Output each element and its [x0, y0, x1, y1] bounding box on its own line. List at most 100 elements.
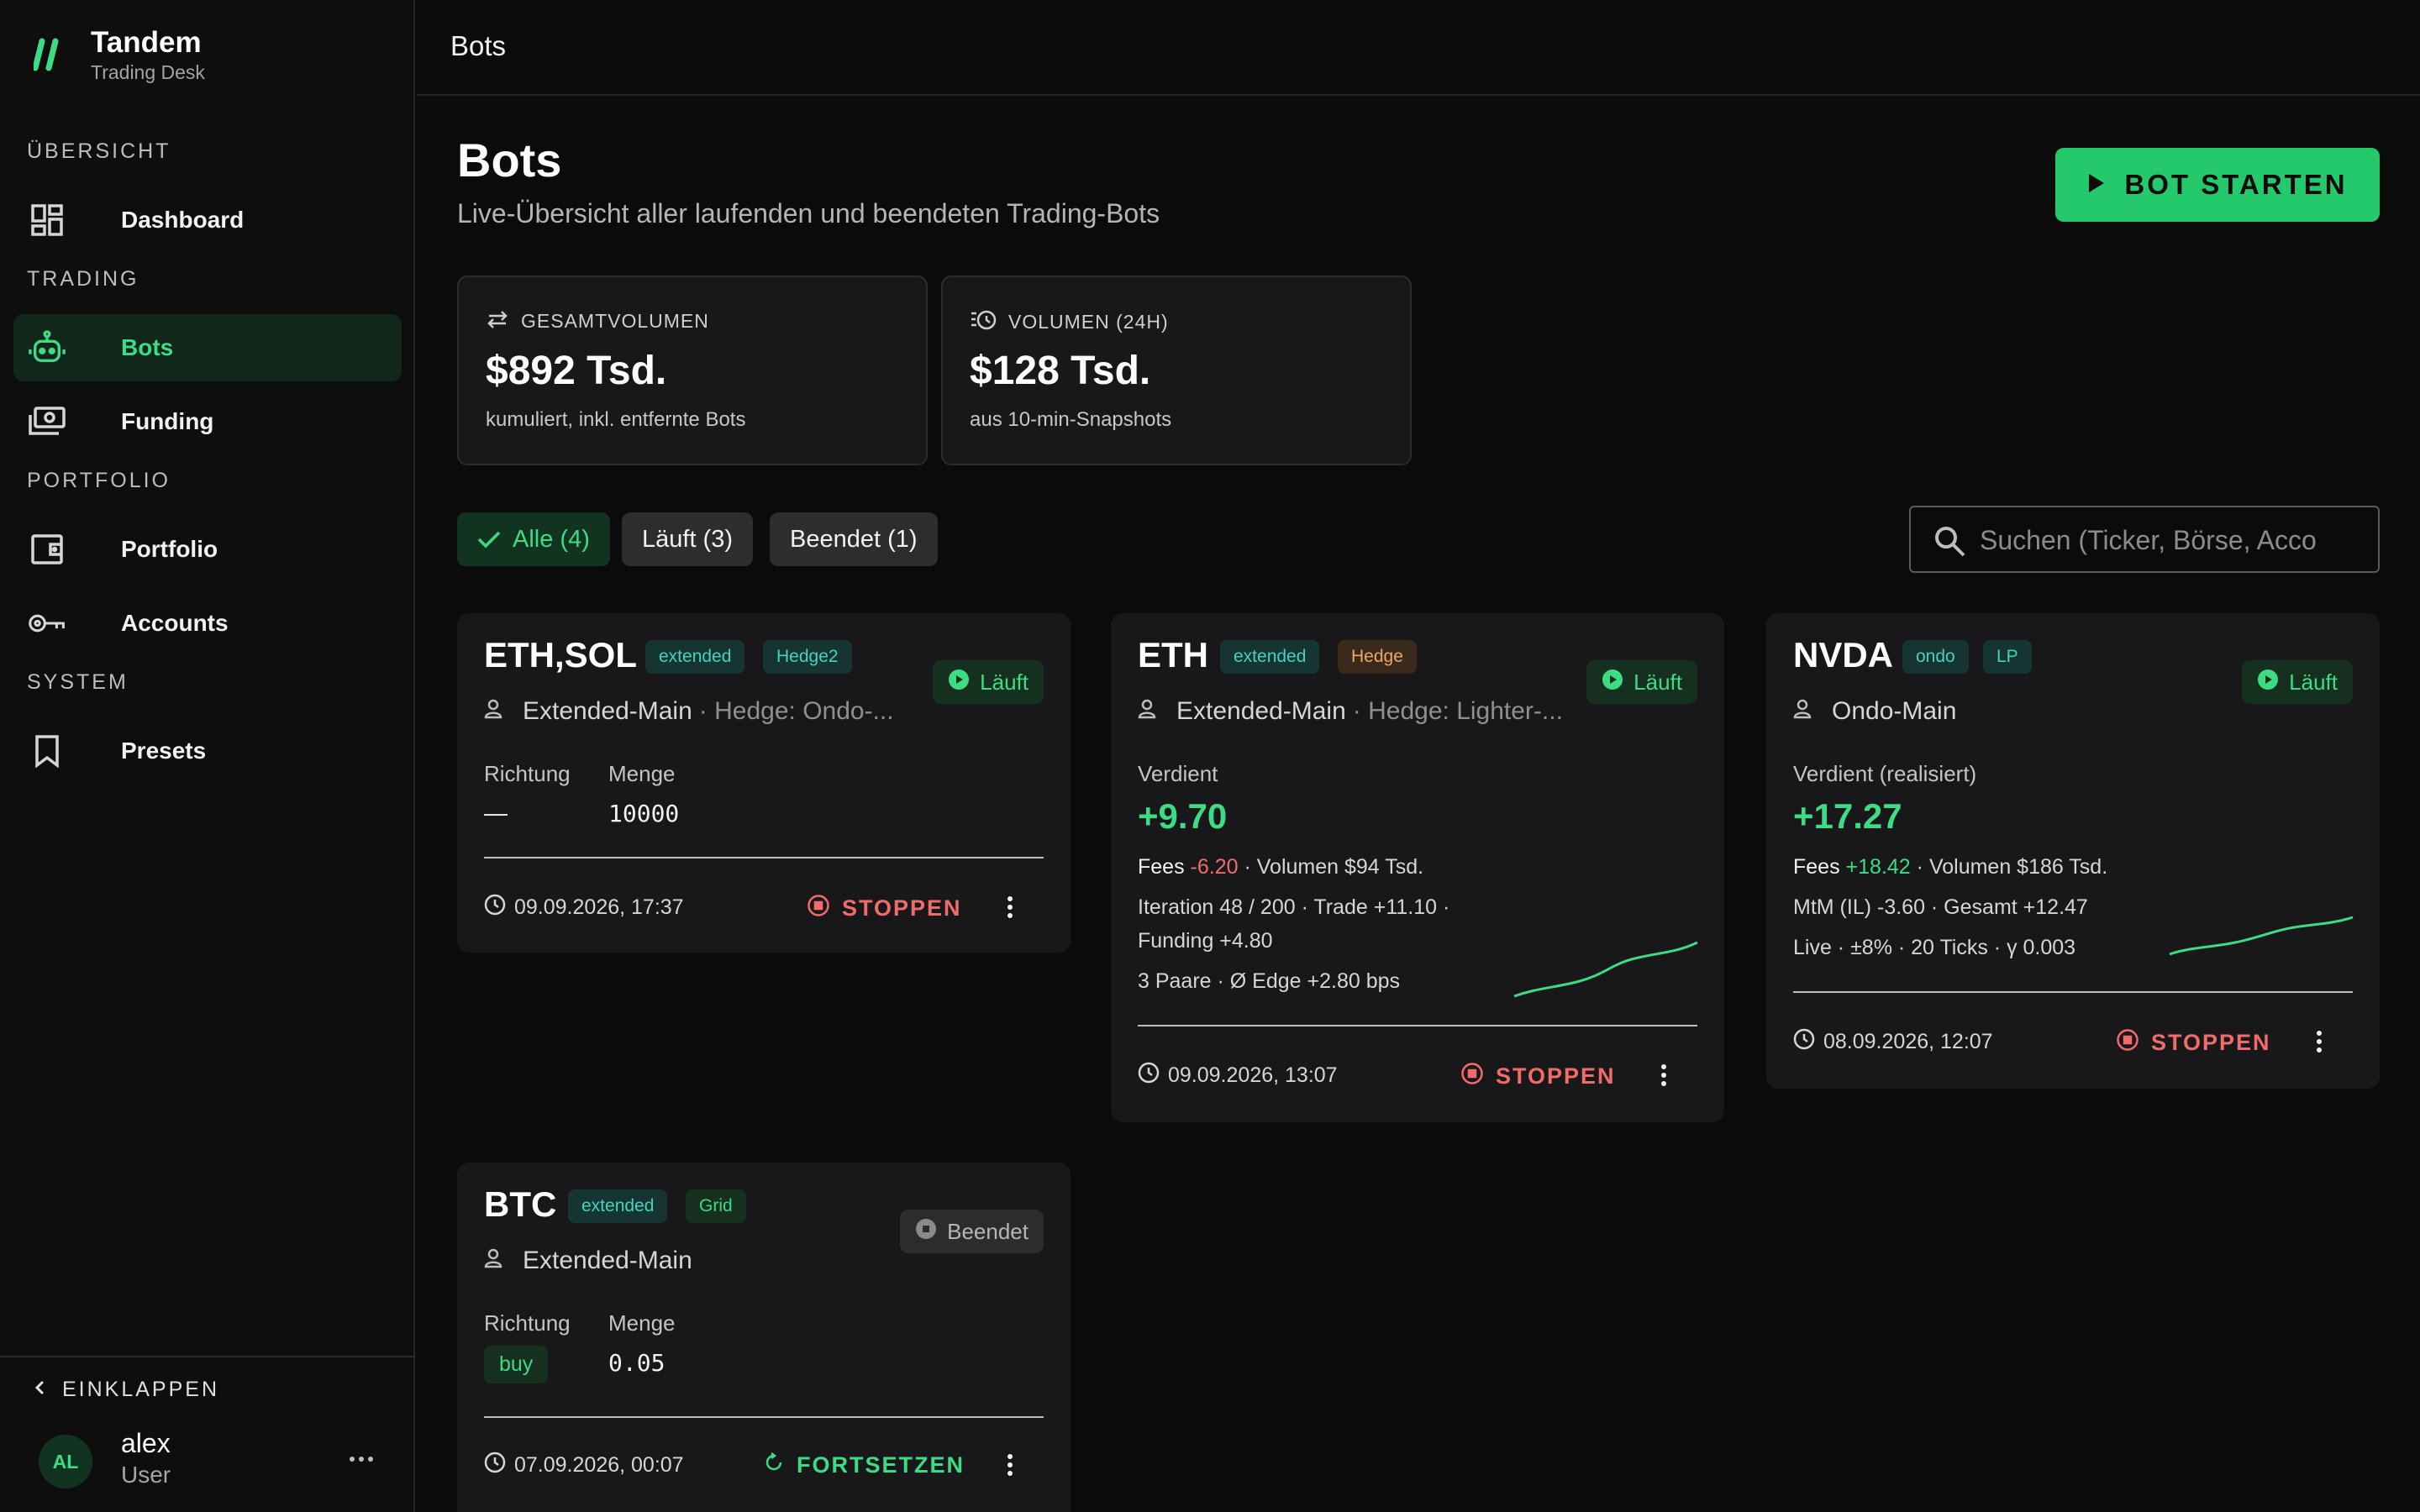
sidebar-item-portfolio[interactable]: Portfolio — [13, 516, 402, 583]
brand[interactable]: Tandem Trading Desk — [34, 25, 205, 84]
funding-line: Funding +4.80 — [1138, 929, 1273, 953]
collapse-button[interactable]: EINKLAPPEN — [34, 1378, 219, 1402]
stop-button[interactable]: STOPPEN — [807, 894, 962, 923]
status-badge: Beendet — [900, 1210, 1044, 1253]
fees-value: +18.42 — [1845, 855, 1911, 879]
bot-account: Extended-Main · Hedge: Lighter-... — [1138, 697, 1563, 726]
divider — [1793, 991, 2353, 993]
filter-chip-finished[interactable]: Beendet (1) — [770, 512, 938, 566]
sidebar-item-bots[interactable]: Bots — [13, 314, 402, 381]
cash-icon — [29, 403, 66, 440]
clock-icon — [1793, 1028, 1815, 1056]
bot-ticker: ETH,SOL — [484, 635, 638, 675]
section-label-overview: Übersicht — [27, 139, 171, 163]
stat-label: VOLUMEN (24H) — [1008, 311, 1169, 333]
more-vertical-icon[interactable] — [997, 890, 1023, 924]
more-horizontal-icon[interactable] — [345, 1446, 378, 1472]
date-label: 09.09.2026, 13:07 — [1168, 1063, 1338, 1087]
start-bot-button[interactable]: BOT STARTEN — [2055, 148, 2380, 222]
check-icon — [477, 530, 501, 549]
user-icon — [484, 1247, 502, 1275]
topbar-title: Bots — [450, 30, 507, 61]
direction-label: Richtung — [484, 1310, 571, 1336]
wallet-icon — [29, 531, 66, 568]
bot-date: 09.09.2026, 17:37 — [484, 894, 684, 921]
stat-note: aus 10-min-Snapshots — [970, 408, 1172, 431]
filter-label: Läuft (3) — [642, 525, 733, 553]
resume-button[interactable]: FORTSETZEN — [763, 1452, 965, 1479]
divider — [1138, 1025, 1697, 1026]
bot-card-eth-sol[interactable]: ETH,SOL extended Hedge2 Läuft Extended-M… — [457, 613, 1071, 953]
section-label-trading: Trading — [27, 267, 139, 291]
sidebar-item-label: Accounts — [121, 610, 229, 636]
status-badge: Läuft — [1586, 660, 1697, 704]
filter-chip-all[interactable]: Alle (4) — [457, 512, 610, 566]
brand-name: Tandem — [91, 26, 202, 59]
search-input[interactable] — [1980, 519, 2366, 561]
clock-icon — [484, 894, 506, 921]
live-line: Live · ±8% · 20 Ticks · γ 0.003 — [1793, 936, 2076, 959]
earned-label: Verdient — [1138, 761, 1218, 786]
user-role: User — [121, 1462, 171, 1488]
more-vertical-icon[interactable] — [1651, 1058, 1676, 1092]
more-vertical-icon[interactable] — [2307, 1025, 2332, 1058]
play-circle-icon — [2257, 669, 2279, 696]
stat-value: $128 Tsd. — [970, 349, 1151, 393]
bot-card-nvda[interactable]: NVDA ondo LP Läuft Ondo-Main Verdient (r… — [1766, 613, 2380, 1089]
stat-card-total-volume: GESAMTVOLUMEN $892 Tsd. kumuliert, inkl.… — [457, 276, 928, 465]
tag-exchange: ondo — [1902, 640, 1969, 674]
iteration-line: Iteration 48 / 200 · Trade +11.10 · — [1138, 895, 1450, 919]
history-icon — [970, 309, 997, 335]
bot-ticker: ETH — [1138, 635, 1208, 675]
status-badge: Läuft — [2242, 660, 2353, 704]
date-label: 08.09.2026, 12:07 — [1823, 1030, 1993, 1053]
sidebar-item-label: Dashboard — [121, 207, 245, 233]
filter-label: Alle (4) — [513, 525, 590, 553]
bot-card-eth[interactable]: ETH extended Hedge Läuft Extended-Main ·… — [1111, 613, 1724, 1122]
stop-circle-icon — [915, 1218, 937, 1246]
filter-chip-running[interactable]: Läuft (3) — [622, 512, 753, 566]
divider — [484, 857, 1044, 858]
bot-account: Extended-Main · Hedge: Ondo-... — [484, 697, 894, 726]
tandem-logo-icon — [34, 29, 67, 80]
page-subtitle: Live-Übersicht aller laufenden und beend… — [457, 198, 1160, 228]
sidebar-item-label: Funding — [121, 408, 214, 434]
stop-button[interactable]: STOPPEN — [2116, 1028, 2271, 1058]
sidebar-item-dashboard[interactable]: Dashboard — [13, 186, 402, 254]
sidebar-item-accounts[interactable]: Accounts — [13, 590, 402, 657]
tag-exchange: extended — [568, 1189, 668, 1223]
stop-button[interactable]: STOPPEN — [1460, 1062, 1616, 1091]
section-label-portfolio: Portfolio — [27, 469, 171, 492]
volume-text: · Volumen $186 Tsd. — [1916, 855, 2108, 879]
more-vertical-icon[interactable] — [997, 1448, 1023, 1482]
play-icon — [2087, 172, 2106, 198]
hedge-account: · Hedge: Lighter-... — [1352, 697, 1563, 725]
bot-date: 07.09.2026, 00:07 — [484, 1452, 684, 1479]
bot-card-btc[interactable]: BTC extended Grid Beendet Extended-Main … — [457, 1163, 1071, 1512]
user-profile[interactable]: AL alex User — [39, 1428, 392, 1495]
direction-badge: buy — [484, 1346, 549, 1383]
sidebar-item-label: Bots — [121, 334, 174, 360]
swap-arrows-icon — [486, 309, 509, 333]
earned-value: +17.27 — [1793, 796, 1902, 836]
robot-icon — [29, 329, 66, 366]
stat-card-volume-24h: VOLUMEN (24H) $128 Tsd. aus 10-min-Snaps… — [941, 276, 1412, 465]
fees-label: Fees — [1793, 855, 1840, 879]
sidebar-item-presets[interactable]: Presets — [13, 717, 402, 785]
tag-strategy: LP — [1983, 640, 2032, 674]
quantity-value: 0.05 — [608, 1349, 666, 1377]
direction-label: Richtung — [484, 761, 571, 786]
user-icon — [1138, 697, 1156, 726]
sidebar-item-label: Presets — [121, 738, 207, 764]
user-icon — [484, 697, 502, 726]
stat-value: $892 Tsd. — [486, 349, 667, 393]
fees-line: Fees -6.20 · Volumen $94 Tsd. — [1138, 855, 1423, 879]
sidebar-item-funding[interactable]: Funding — [13, 388, 402, 455]
play-circle-icon — [1602, 669, 1623, 696]
date-label: 09.09.2026, 17:37 — [514, 895, 684, 919]
clock-icon — [484, 1452, 506, 1479]
page-title: Bots — [457, 134, 562, 186]
status-label: Beendet — [947, 1218, 1028, 1244]
search-box[interactable] — [1909, 506, 2380, 573]
clock-icon — [1138, 1062, 1160, 1089]
